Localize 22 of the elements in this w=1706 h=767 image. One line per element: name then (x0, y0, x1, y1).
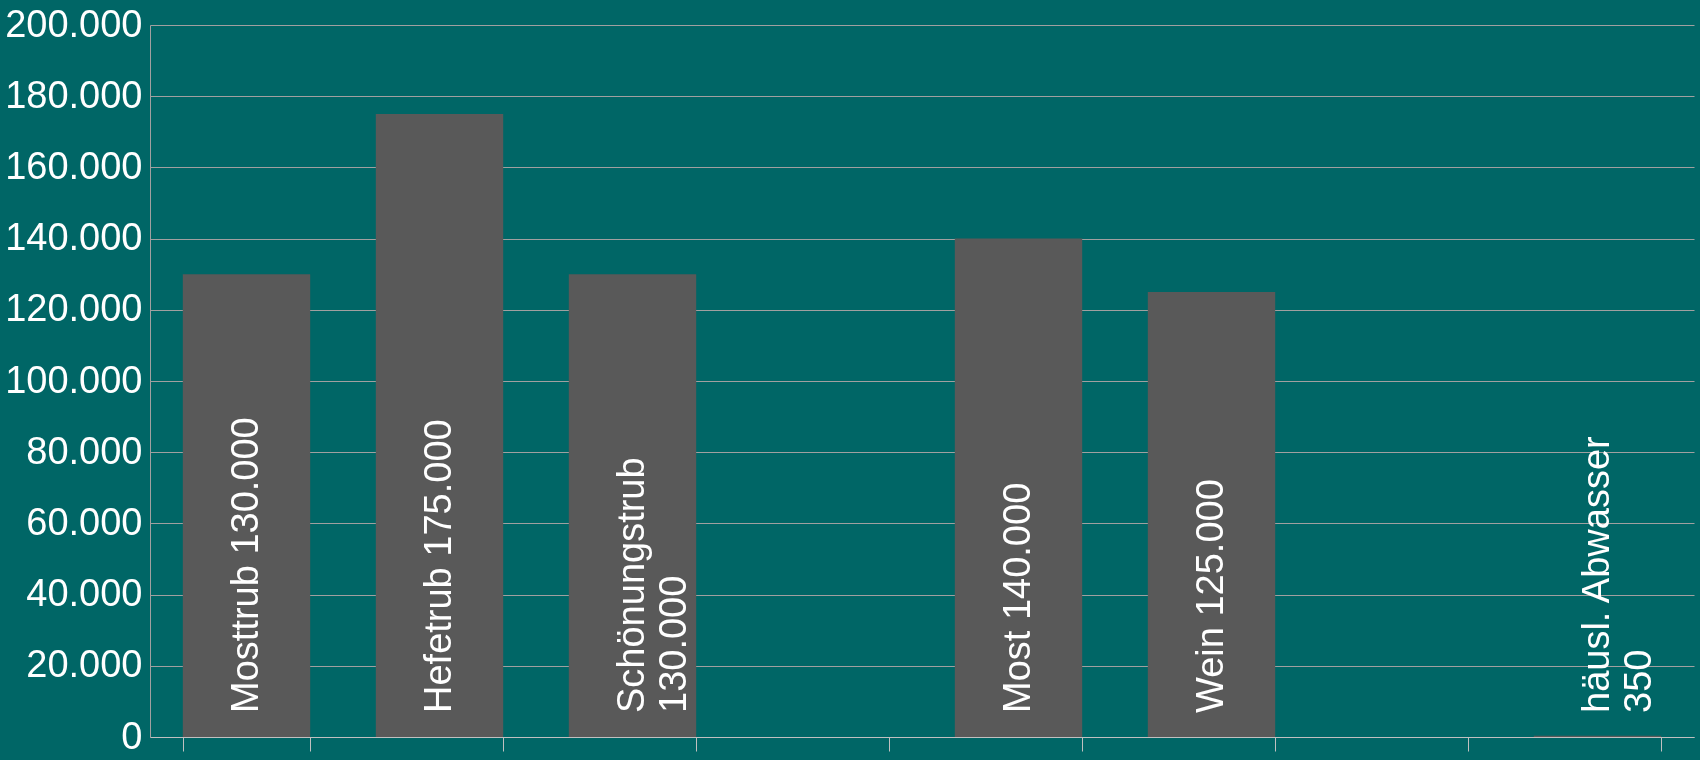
bar (375, 114, 504, 737)
data-label: Hefetrub 175.000 (416, 419, 459, 713)
y-tick-label: 40.000 (26, 572, 143, 615)
y-tick-label: 100.000 (5, 358, 143, 401)
bar (568, 274, 697, 737)
data-label: Mosttrub 130.000 (223, 417, 266, 713)
y-tick-label: 20.000 (26, 643, 143, 686)
data-label: Schönungstrub 130.000 (609, 457, 694, 713)
y-tick-label: 60.000 (26, 500, 143, 543)
data-label: Wein 125.000 (1188, 479, 1231, 713)
y-tick-label: 120.000 (5, 287, 143, 330)
y-tick-label: 180.000 (5, 73, 143, 116)
y-tick-label: 0 (121, 714, 143, 757)
y-tick-label: 200.000 (5, 2, 143, 45)
y-tick-label: 80.000 (26, 429, 143, 472)
data-label: häusl. Abwasser 350 (1574, 435, 1659, 713)
bar (1147, 292, 1276, 737)
bar (954, 238, 1083, 737)
data-label: Most 140.000 (995, 482, 1038, 713)
y-tick-label: 140.000 (5, 216, 143, 259)
bar (182, 274, 311, 737)
y-tick-label: 160.000 (5, 144, 143, 187)
